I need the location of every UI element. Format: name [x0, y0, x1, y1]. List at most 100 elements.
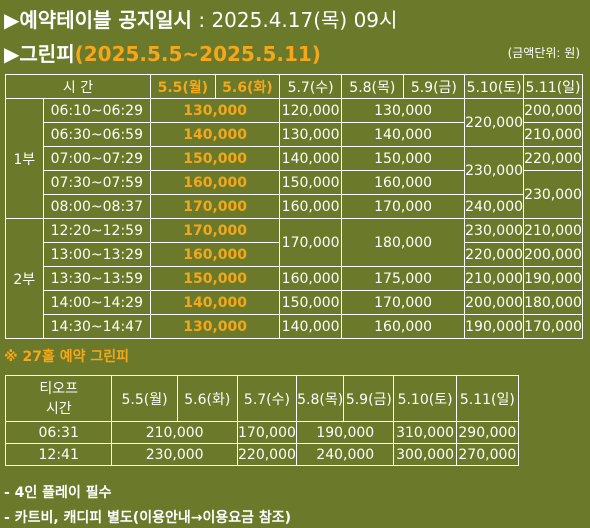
- table-row: 13:00~13:29 160,000 220,000 200,000: [6, 242, 583, 267]
- table-header-row: 티오프 시간 5.5(월) 5.6(화) 5.7(수) 5.8(목) 5.9(금…: [4, 375, 520, 422]
- price-cell: 230,000: [464, 146, 525, 195]
- triangle-bullet-icon: ▶: [4, 8, 20, 32]
- time-cell: 08:00~08:37: [42, 194, 152, 219]
- time-cell: 12:41: [4, 443, 113, 466]
- price-cell: 270,000: [455, 443, 520, 466]
- price-cell: 150,000: [341, 146, 466, 171]
- triangle-bullet-icon: ▶: [4, 42, 20, 66]
- day-header: 5.6(화): [176, 375, 238, 422]
- table-row: 06:30~06:59 140,000 130,000 140,000 210,…: [6, 122, 583, 147]
- price-cell: 230,000: [523, 170, 583, 219]
- price-cell: 140,000: [341, 122, 466, 147]
- teeoff-header-line2: 시간: [45, 400, 72, 417]
- price-cell: 190,000: [464, 314, 525, 339]
- table-row: 14:30~14:47 130,000 140,000 160,000 190,…: [6, 314, 583, 339]
- holiday-price: 150,000: [150, 146, 281, 171]
- colon: :: [198, 8, 206, 32]
- price-cell: 210,000: [111, 421, 238, 444]
- table-row: 14:00~14:29 140,000 150,000 170,000 200,…: [6, 290, 583, 315]
- green-fee-header: ▶그린피(2025.5.5~2025.5.11): [4, 38, 321, 67]
- price-cell: 220,000: [523, 146, 583, 171]
- price-cell: 150,000: [279, 170, 343, 195]
- bullet-four-players: - 4인 플레이 필수: [4, 485, 112, 501]
- holiday-price: 140,000: [150, 122, 281, 147]
- time-cell: 14:30~14:47: [42, 314, 152, 339]
- price-cell: 170,000: [341, 290, 466, 315]
- time-cell: 12:20~12:59: [42, 218, 152, 243]
- day-header: 5.8(목): [341, 74, 404, 99]
- day-header: 5.6(화): [214, 74, 281, 99]
- price-cell: 210,000: [523, 218, 583, 243]
- price-cell: 240,000: [296, 443, 395, 466]
- part-label: 1부: [5, 98, 44, 219]
- price-cell: 200,000: [523, 98, 583, 123]
- day-header: 5.10(토): [464, 74, 525, 99]
- price-cell: 120,000: [279, 98, 343, 123]
- holiday-price: 160,000: [150, 170, 281, 195]
- price-cell: 300,000: [393, 443, 457, 466]
- day-header: 5.11(일): [455, 375, 520, 422]
- table-row: 12:41 230,000 220,000 240,000 300,000 27…: [4, 443, 520, 466]
- price-cell: 240,000: [464, 194, 525, 219]
- price-cell: 160,000: [279, 194, 343, 219]
- time-cell: 13:30~13:59: [42, 266, 152, 291]
- time-header: 시 간: [4, 74, 152, 99]
- holiday-price: 150,000: [150, 266, 281, 291]
- price-unit: (금액단위: 원): [507, 46, 580, 60]
- time-cell: 06:30~06:59: [42, 122, 152, 147]
- price-cell: 290,000: [455, 421, 520, 444]
- table-row: 13:30~13:59 150,000 160,000 175,000 210,…: [6, 266, 583, 291]
- time-cell: 07:00~07:29: [42, 146, 152, 171]
- hole27-table: 티오프 시간 5.5(월) 5.6(화) 5.7(수) 5.8(목) 5.9(금…: [4, 375, 520, 466]
- time-cell: 07:30~07:59: [42, 170, 152, 195]
- teeoff-header-line1: 티오프: [39, 380, 79, 397]
- price-cell: 210,000: [464, 266, 525, 291]
- price-cell: 220,000: [464, 98, 525, 147]
- table-row: 07:30~07:59 160,000 150,000 160,000 230,…: [6, 170, 583, 219]
- price-cell: 180,000: [341, 218, 466, 267]
- time-cell: 13:00~13:29: [42, 242, 152, 267]
- hole27-note: ※ 27홀 예약 그린피: [4, 349, 129, 365]
- price-cell: 190,000: [523, 266, 583, 291]
- price-cell: 230,000: [464, 218, 525, 243]
- price-cell: 190,000: [296, 421, 395, 444]
- price-cell: 160,000: [341, 170, 466, 195]
- day-header: 5.9(금): [402, 74, 466, 99]
- price-cell: 140,000: [279, 146, 343, 171]
- price-cell: 130,000: [279, 122, 343, 147]
- day-header: 5.5(월): [111, 375, 178, 422]
- price-cell: 210,000: [523, 122, 583, 147]
- day-header: 5.11(일): [523, 74, 583, 99]
- table-row: 07:00~07:29 150,000 140,000 150,000 230,…: [6, 146, 583, 195]
- time-cell: 14:00~14:29: [42, 290, 152, 315]
- price-cell: 220,000: [464, 242, 525, 267]
- price-cell: 160,000: [341, 314, 466, 339]
- price-cell: 140,000: [279, 314, 343, 339]
- table-row: 06:31 210,000 170,000 190,000 310,000 29…: [4, 421, 520, 444]
- price-cell: 160,000: [279, 266, 343, 291]
- price-cell: 230,000: [111, 443, 238, 466]
- price-cell: 170,000: [279, 218, 343, 267]
- table-row: 2부 12:20~12:59 170,000 170,000 180,000 2…: [5, 218, 583, 339]
- holiday-price: 130,000: [150, 314, 281, 339]
- notice-title: 예약테이블 공지일시: [19, 8, 192, 32]
- price-cell: 130,000: [341, 98, 466, 123]
- day-header: 5.5(월): [150, 74, 216, 99]
- price-cell: 170,000: [341, 194, 466, 219]
- green-fee-table: 시 간 5.5(월) 5.6(화) 5.7(수) 5.8(목) 5.9(금) 5…: [4, 74, 583, 339]
- teeoff-header: 티오프 시간: [4, 375, 113, 422]
- notice-datetime: 2025.4.17(목) 09시: [211, 8, 398, 32]
- price-cell: 150,000: [279, 290, 343, 315]
- price-cell: 310,000: [393, 421, 457, 444]
- holiday-price: 160,000: [150, 242, 281, 267]
- holiday-price: 170,000: [150, 218, 281, 243]
- holiday-price: 130,000: [150, 98, 281, 123]
- price-cell: 170,000: [236, 421, 298, 444]
- price-cell: 180,000: [523, 290, 583, 315]
- green-fee-title: 그린피: [19, 42, 75, 66]
- green-fee-range: (2025.5.5~2025.5.11): [74, 42, 321, 66]
- table-row: 08:00~08:37 170,000 160,000 170,000 240,…: [6, 194, 583, 219]
- price-cell: 200,000: [464, 290, 525, 315]
- table-header-row: 시 간 5.5(월) 5.6(화) 5.7(수) 5.8(목) 5.9(금) 5…: [4, 74, 583, 99]
- time-cell: 06:31: [4, 421, 113, 444]
